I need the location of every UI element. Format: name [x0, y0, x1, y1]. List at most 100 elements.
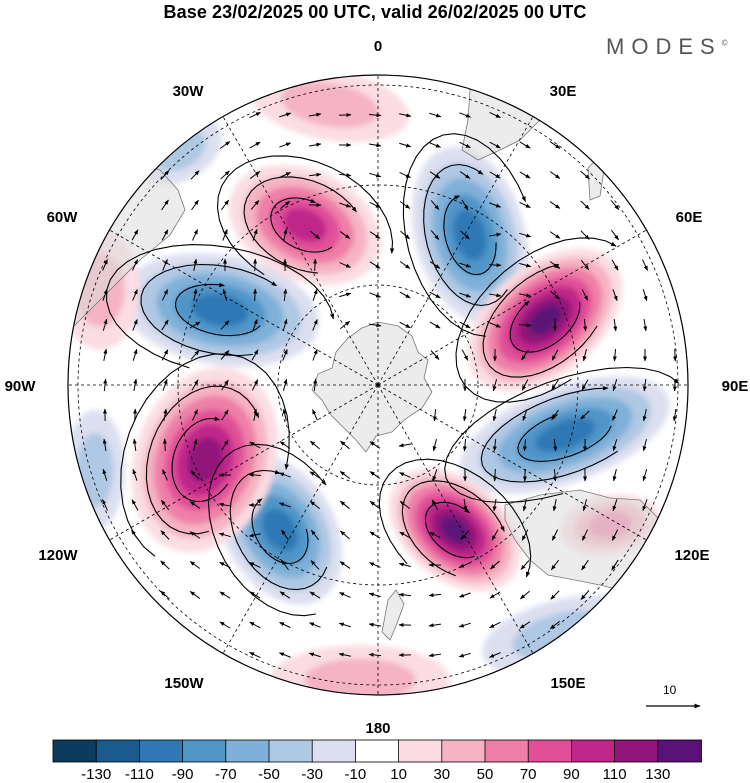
wind-vector	[642, 469, 648, 482]
streamline	[480, 386, 618, 483]
wind-vector	[220, 170, 230, 180]
map-disk	[68, 75, 688, 695]
wind-vector	[489, 591, 501, 599]
wind-vector	[338, 173, 352, 178]
colorbar-swatch	[95, 739, 141, 763]
lon-label-150e: 150E	[550, 675, 585, 692]
wind-vector	[399, 201, 411, 209]
wind-vector	[132, 289, 138, 301]
colorbar-swatch	[484, 739, 530, 763]
wind-vector	[160, 170, 170, 180]
colorbar-swatch	[182, 739, 227, 763]
wind-vector	[430, 350, 440, 360]
wind-vector	[133, 408, 138, 422]
colorbar-tick-label: 110	[602, 766, 627, 783]
anomaly-contour	[453, 209, 487, 261]
wind-vector	[102, 468, 108, 481]
wind-vector	[310, 560, 320, 570]
streamline	[171, 416, 229, 502]
wind-vector	[399, 113, 412, 118]
colorbar-swatch	[657, 739, 702, 763]
colorbar-tick-label: 130	[645, 766, 671, 783]
streamline	[424, 501, 475, 559]
wind-streamlines	[106, 133, 680, 617]
colorbar-tick-label: -30	[301, 766, 324, 783]
wind-vector	[193, 258, 198, 271]
meridian-line	[377, 107, 539, 386]
wind-vector	[249, 112, 261, 118]
anomaly-contour	[187, 437, 223, 483]
streamline	[229, 469, 328, 591]
colorbar-tick-label: -110	[124, 766, 154, 783]
wind-vector	[519, 201, 531, 209]
wind-vector	[339, 320, 351, 330]
reference-vector-label: 10	[663, 683, 677, 697]
wind-vector	[102, 499, 108, 511]
wind-vector	[642, 259, 648, 271]
wind-vector	[189, 501, 201, 509]
streamline	[423, 163, 508, 307]
wind-vector	[399, 531, 411, 539]
wind-vector	[369, 471, 381, 479]
brand-mark: ©	[721, 38, 728, 48]
colorbar-swatch	[527, 739, 573, 763]
wind-vector	[432, 408, 437, 422]
meridian-line	[377, 384, 539, 663]
colorbar-swatch	[571, 739, 616, 763]
wind-vector	[461, 199, 469, 211]
wind-vector	[219, 141, 231, 149]
wind-vector	[131, 499, 139, 511]
wind-vector	[308, 622, 321, 628]
wind-vector	[281, 529, 289, 541]
colorbar-tick-label: -90	[171, 766, 194, 783]
streamline	[145, 385, 260, 535]
wind-vector	[102, 318, 108, 331]
wind-vector	[672, 378, 677, 392]
wind-vector	[612, 348, 617, 362]
wind-vector	[250, 200, 260, 210]
wind-vector	[492, 438, 497, 452]
wind-vector	[520, 560, 530, 570]
wind-vector	[282, 378, 288, 391]
wind-vector	[580, 170, 590, 180]
colorbar-tick-label: 50	[476, 766, 494, 783]
wind-vector	[580, 200, 590, 210]
wind-vector	[309, 591, 321, 599]
wind-vector	[192, 229, 198, 241]
wind-vector	[282, 318, 288, 331]
wind-vector	[612, 289, 618, 302]
wind-vector	[521, 379, 529, 391]
streamline	[207, 443, 327, 617]
meridian-line	[100, 224, 379, 386]
wind-vector	[103, 348, 108, 361]
streamline	[251, 498, 309, 565]
wind-vector	[312, 348, 318, 361]
wind-vector	[488, 293, 502, 298]
wind-vector	[458, 652, 471, 658]
wind-vector	[312, 288, 318, 301]
wind-vector	[368, 592, 381, 598]
streamline	[378, 458, 532, 578]
colorbar-swatch	[354, 739, 400, 763]
wind-vector	[192, 409, 198, 421]
wind-vector	[429, 112, 442, 118]
colorbar-tick-label: -50	[258, 766, 280, 783]
wind-vector	[549, 231, 561, 239]
wind-vector	[398, 592, 412, 597]
wind-vector	[492, 409, 497, 422]
wind-vector	[459, 112, 472, 118]
wind-vector	[248, 472, 262, 477]
wind-vector	[521, 349, 529, 361]
wind-vector	[612, 499, 618, 512]
antarctica-outline	[311, 321, 433, 453]
lon-label-60e: 60E	[676, 209, 703, 226]
wind-vector	[368, 622, 382, 627]
wind-vector	[309, 112, 322, 117]
wind-vector	[222, 288, 228, 301]
wind-vector	[612, 469, 617, 482]
wind-vector	[642, 289, 648, 302]
wind-vector	[549, 201, 561, 209]
wind-vector	[338, 622, 351, 628]
wind-vector	[551, 349, 559, 361]
